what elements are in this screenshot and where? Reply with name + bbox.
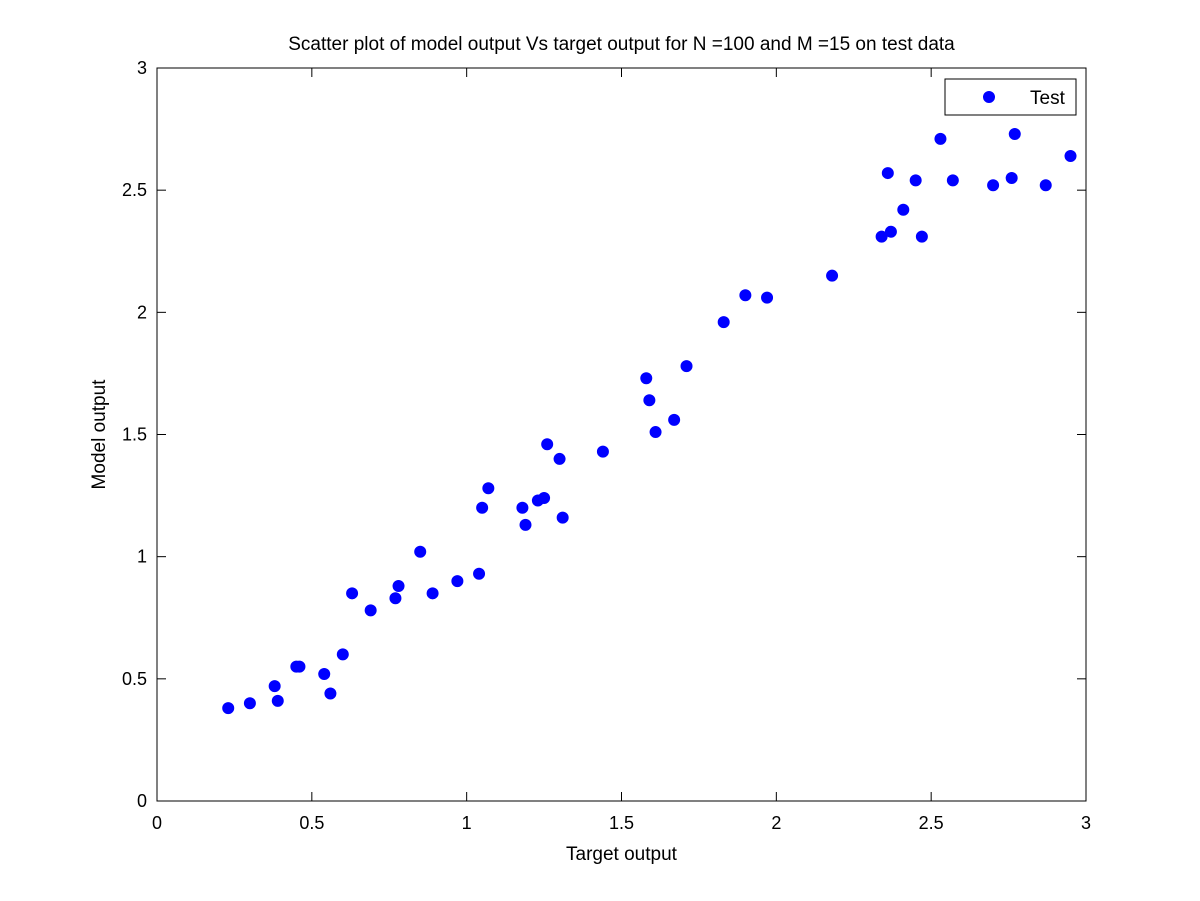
data-point: [336, 648, 349, 661]
x-tick-label: 3: [1081, 813, 1091, 833]
legend: Test: [944, 78, 1077, 116]
data-point: [596, 445, 609, 458]
data-point: [915, 230, 928, 243]
data-point: [1005, 171, 1018, 184]
y-axis-label: Model output: [89, 379, 110, 490]
y-tick-label: 2.5: [122, 180, 147, 200]
data-point: [318, 667, 331, 680]
data-point: [553, 452, 566, 465]
y-tick-label: 0: [137, 791, 147, 811]
x-tick-label: 1.5: [609, 813, 634, 833]
x-tick-label: 2: [771, 813, 781, 833]
x-tick-label: 0.5: [299, 813, 324, 833]
data-point: [392, 579, 405, 592]
data-point: [556, 511, 569, 524]
data-point: [717, 316, 730, 329]
data-point: [946, 174, 959, 187]
data-point: [519, 518, 532, 531]
data-point: [222, 702, 235, 715]
data-point: [293, 660, 306, 673]
data-point: [649, 426, 662, 439]
data-point: [538, 492, 551, 505]
legend-box: [944, 78, 1077, 116]
data-point: [897, 203, 910, 216]
plot-area: [156, 67, 1087, 802]
data-point: [473, 567, 486, 580]
y-tick-label: 2: [137, 302, 147, 322]
data-point: [389, 592, 402, 605]
data-point: [739, 289, 752, 302]
data-point: [271, 694, 284, 707]
data-point: [364, 604, 377, 617]
data-point: [875, 230, 888, 243]
y-tick-label: 3: [137, 58, 147, 78]
data-point: [668, 413, 681, 426]
data-point: [1039, 179, 1052, 192]
data-point: [516, 501, 529, 514]
x-tick-label: 0: [152, 813, 162, 833]
y-tick-label: 1.5: [122, 425, 147, 445]
data-point: [451, 575, 464, 588]
y-tick-label: 1: [137, 547, 147, 567]
data-point: [476, 501, 489, 514]
data-point: [881, 167, 894, 180]
data-point: [268, 680, 281, 693]
data-point: [761, 291, 774, 304]
data-point: [1064, 149, 1077, 162]
data-point: [426, 587, 439, 600]
data-point: [909, 174, 922, 187]
y-tick-label: 0.5: [122, 669, 147, 689]
data-point: [680, 360, 693, 373]
legend-marker: [983, 91, 995, 103]
x-tick-label: 2.5: [919, 813, 944, 833]
x-axis: 0 0.5 1 1.5 2 2.5 3: [152, 68, 1091, 833]
data-point: [243, 697, 256, 710]
y-axis: 0 0.5 1 1.5 2 2.5 3: [122, 58, 1086, 811]
data-point: [934, 132, 947, 145]
x-tick-label: 1: [462, 813, 472, 833]
data-point: [324, 687, 337, 700]
data-point: [1008, 127, 1021, 140]
data-point: [541, 438, 554, 451]
chart-title: Scatter plot of model output Vs target o…: [288, 34, 955, 55]
data-point: [346, 587, 359, 600]
data-point: [643, 394, 656, 407]
x-axis-label: Target output: [566, 844, 678, 865]
legend-entry-test: Test: [1030, 88, 1066, 109]
data-point: [414, 545, 427, 558]
data-points: [222, 127, 1077, 715]
data-point: [884, 225, 897, 238]
data-point: [987, 179, 1000, 192]
data-point: [640, 372, 653, 385]
data-point: [482, 482, 495, 495]
data-point: [826, 269, 839, 282]
